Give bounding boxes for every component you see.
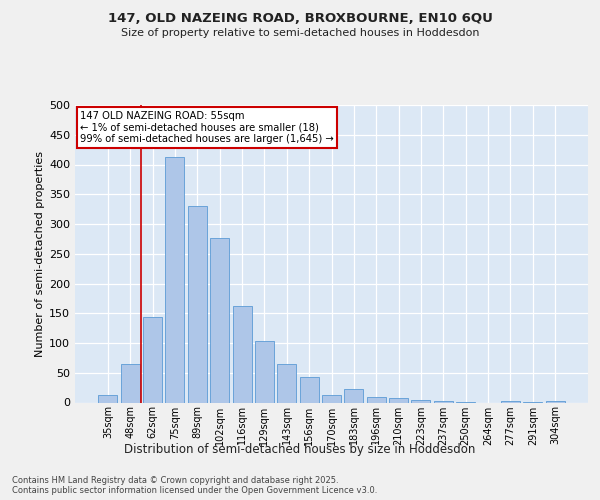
- Text: Distribution of semi-detached houses by size in Hoddesdon: Distribution of semi-detached houses by …: [124, 442, 476, 456]
- Bar: [143, 318, 162, 402]
- Bar: [344, 389, 364, 402]
- Bar: [277, 364, 296, 403]
- Bar: [367, 396, 386, 402]
- Bar: [255, 341, 274, 402]
- Bar: [188, 206, 207, 402]
- Text: Size of property relative to semi-detached houses in Hoddesdon: Size of property relative to semi-detach…: [121, 28, 479, 38]
- Bar: [210, 238, 229, 402]
- Bar: [233, 306, 251, 402]
- Text: 147 OLD NAZEING ROAD: 55sqm
← 1% of semi-detached houses are smaller (18)
99% of: 147 OLD NAZEING ROAD: 55sqm ← 1% of semi…: [80, 111, 334, 144]
- Bar: [98, 396, 118, 402]
- Y-axis label: Number of semi-detached properties: Number of semi-detached properties: [35, 151, 45, 357]
- Bar: [412, 400, 430, 402]
- Bar: [121, 364, 140, 403]
- Text: 147, OLD NAZEING ROAD, BROXBOURNE, EN10 6QU: 147, OLD NAZEING ROAD, BROXBOURNE, EN10 …: [107, 12, 493, 26]
- Bar: [299, 377, 319, 402]
- Bar: [389, 398, 408, 402]
- Bar: [166, 157, 184, 402]
- Text: Contains HM Land Registry data © Crown copyright and database right 2025.
Contai: Contains HM Land Registry data © Crown c…: [12, 476, 377, 495]
- Bar: [322, 395, 341, 402]
